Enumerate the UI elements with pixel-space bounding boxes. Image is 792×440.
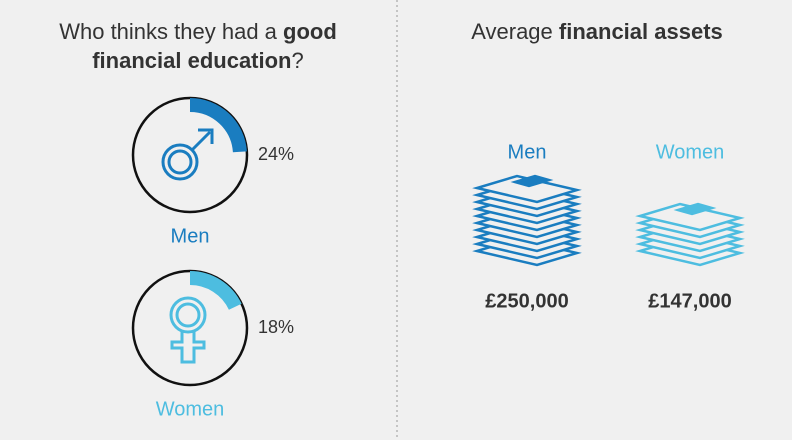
value-label: £147,000 [648,290,731,312]
female-symbol [169,296,207,364]
title-part: Average [471,19,559,44]
bill [472,174,582,204]
title-part: good [283,19,337,44]
title-part: financial education [92,48,291,73]
band [510,174,554,188]
category-label: Men [508,141,547,163]
value-label: 18% [258,317,294,337]
value-label: £250,000 [485,290,568,312]
category-label: Women [156,398,225,420]
title-part: financial assets [559,19,723,44]
left-title: Who thinks they had a good [59,19,337,44]
band [673,202,717,216]
right-title: Average financial assets [471,19,723,44]
category-label: Women [656,141,725,163]
left-title: financial education? [92,48,304,73]
money-stack [635,202,745,267]
male-symbol [161,128,214,181]
title-part: Who thinks they had a [59,19,283,44]
value-label: 24% [258,144,294,164]
title-part: ? [292,48,304,73]
share-arc [189,98,247,153]
bill [635,202,745,232]
category-label: Men [171,225,210,247]
money-stack [472,174,582,267]
share-arc [189,271,242,310]
